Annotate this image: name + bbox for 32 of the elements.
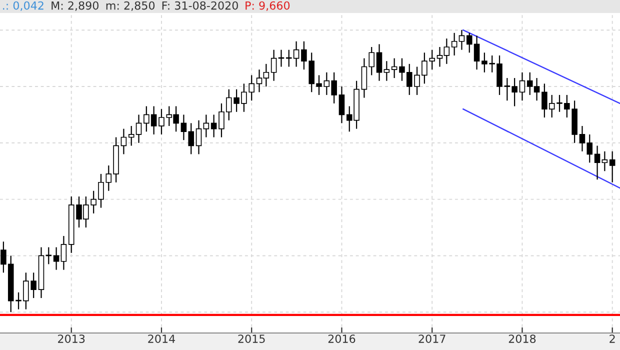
candlestick: [376, 44, 382, 82]
text: m: 2,850: [106, 1, 155, 11]
candlestick: [53, 246, 60, 270]
x-tick-label: 2017: [418, 334, 446, 343]
text: M: 2,890: [52, 1, 98, 11]
candlestick: [46, 246, 52, 265]
candlestick: [602, 150, 608, 172]
candlestick: [458, 30, 465, 50]
candlestick: [451, 32, 458, 56]
candlestick: [128, 125, 134, 146]
x-tick-label: 2015: [238, 334, 265, 343]
candlestick: [391, 58, 398, 79]
candlestick: [338, 86, 345, 124]
candlestick: [609, 150, 616, 183]
candlestick: [384, 60, 390, 82]
candlestick: [120, 128, 127, 155]
candlestick: [519, 72, 526, 102]
text: .: 0,042: [3, 1, 44, 11]
x-tick-label: 2016: [328, 334, 356, 343]
candlestick: [594, 145, 600, 180]
x-tick-label: 2018: [508, 334, 536, 343]
candlestick: [136, 114, 142, 144]
candlestick: [203, 114, 210, 138]
x-tick-label: 2: [610, 334, 615, 343]
x-tick-label: 2013: [58, 334, 85, 343]
x-tick-label: 2014: [148, 334, 175, 343]
candlestick: [270, 49, 277, 82]
candlestick: [196, 120, 202, 155]
text: P: 9,660: [246, 1, 290, 11]
text: F: 31-08-2020: [162, 1, 238, 10]
candlestick: [210, 114, 217, 138]
candlestick: [60, 235, 67, 270]
